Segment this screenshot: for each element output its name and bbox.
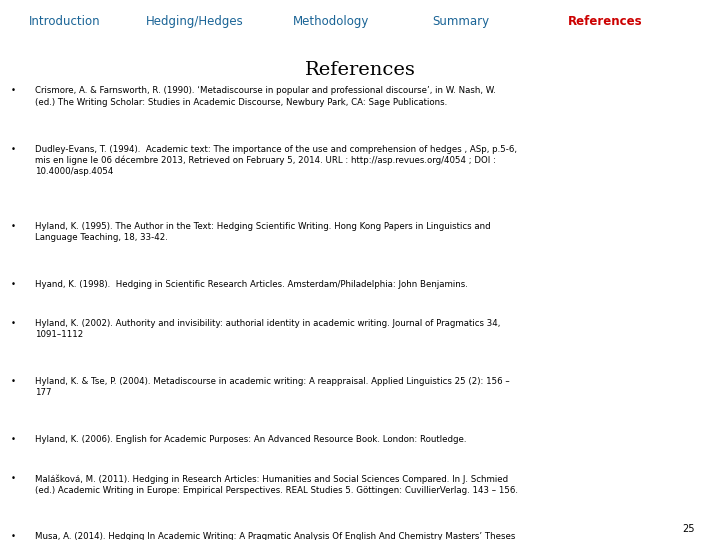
Text: Hyland, K. (1995). The Author in the Text: Hedging Scientific Writing. Hong Kong: Hyland, K. (1995). The Author in the Tex… xyxy=(35,222,490,242)
Text: 25: 25 xyxy=(683,524,695,534)
Text: •: • xyxy=(11,474,16,483)
Text: References: References xyxy=(567,15,642,28)
Text: Hyland, K. (2006). English for Academic Purposes: An Advanced Resource Book. Lon: Hyland, K. (2006). English for Academic … xyxy=(35,435,466,444)
Text: •: • xyxy=(11,319,16,328)
Text: Methodology: Methodology xyxy=(293,15,369,28)
Text: Hyand, K. (1998).  Hedging in Scientific Research Articles. Amsterdam/Philadelph: Hyand, K. (1998). Hedging in Scientific … xyxy=(35,280,467,289)
Text: •: • xyxy=(11,435,16,444)
Text: Summary: Summary xyxy=(432,15,490,28)
Text: •: • xyxy=(11,222,16,231)
Text: Hedging/Hedges: Hedging/Hedges xyxy=(145,15,243,28)
Text: Hyland, K. & Tse, P. (2004). Metadiscourse in academic writing: A reappraisal. A: Hyland, K. & Tse, P. (2004). Metadiscour… xyxy=(35,377,509,397)
Text: Crismore, A. & Farnsworth, R. (1990). ‘Metadiscourse in popular and professional: Crismore, A. & Farnsworth, R. (1990). ‘M… xyxy=(35,86,495,106)
Text: •: • xyxy=(11,377,16,386)
Text: •: • xyxy=(11,86,16,96)
Text: Malášková, M. (2011). Hedging in Research Articles: Humanities and Social Scienc: Malášková, M. (2011). Hedging in Researc… xyxy=(35,474,518,495)
Text: Hyland, K. (2002). Authority and invisibility: authorial identity in academic wr: Hyland, K. (2002). Authority and invisib… xyxy=(35,319,500,339)
Text: References: References xyxy=(305,62,415,79)
Text: Introduction: Introduction xyxy=(29,15,101,28)
Text: Dudley-Evans, T. (1994).  Academic text: The importance of the use and comprehen: Dudley-Evans, T. (1994). Academic text: … xyxy=(35,145,516,177)
Text: •: • xyxy=(11,280,16,289)
Text: •: • xyxy=(11,532,16,540)
Text: Musa, A. (2014). Hedging In Academic Writing: A Pragmatic Analysis Of English An: Musa, A. (2014). Hedging In Academic Wri… xyxy=(35,532,515,540)
Text: •: • xyxy=(11,145,16,153)
